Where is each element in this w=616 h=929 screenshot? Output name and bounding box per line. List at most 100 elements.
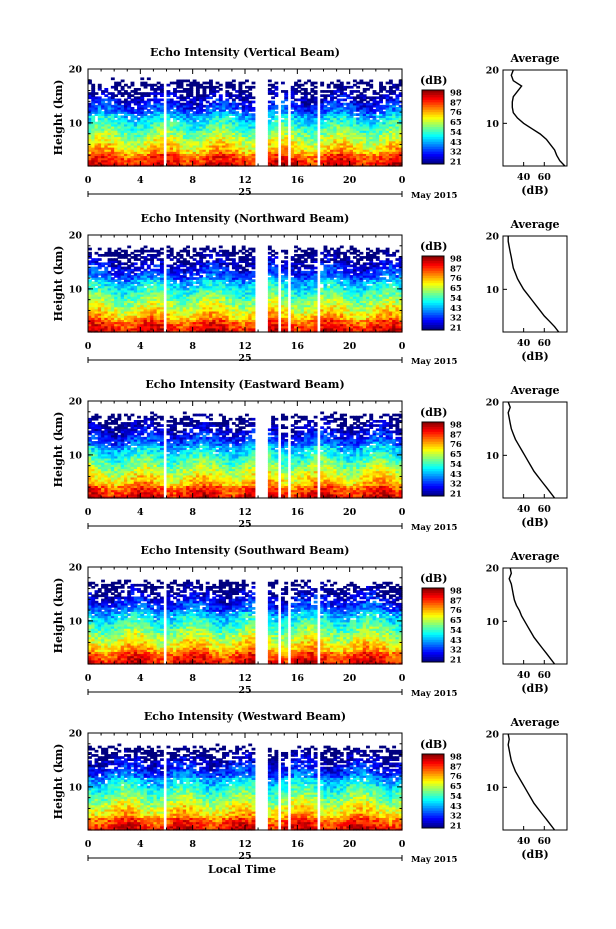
heatmap-cell xyxy=(212,134,217,138)
heatmap-cell xyxy=(313,113,318,116)
heatmap-cell xyxy=(382,147,387,150)
heatmap-cell xyxy=(346,96,351,100)
heatmap-cell xyxy=(235,123,240,127)
heatmap-cell xyxy=(209,85,213,89)
heatmap-cell xyxy=(300,117,305,121)
heatmap-cell xyxy=(91,85,96,89)
heatmap-cell xyxy=(97,163,102,167)
heatmap-cell xyxy=(215,102,220,106)
heatmap-cell xyxy=(94,104,99,108)
heatmap-cell xyxy=(222,163,226,167)
heatmap-cell xyxy=(235,149,240,152)
heatmap-cell xyxy=(330,159,334,163)
heatmap-cell xyxy=(372,153,377,157)
heatmap-cell xyxy=(333,113,338,116)
heatmap-cell xyxy=(186,113,190,116)
heatmap-cell xyxy=(356,161,361,165)
heatmap-cell xyxy=(362,117,367,121)
heatmap-cell xyxy=(352,153,357,157)
heatmap-cell xyxy=(192,136,197,140)
heatmap-cell xyxy=(356,138,361,142)
heatmap-cell xyxy=(195,98,200,102)
heatmap-cell xyxy=(241,159,246,163)
heatmap-cell xyxy=(192,81,197,85)
heatmap-cell xyxy=(280,90,285,93)
heatmap-cell xyxy=(169,142,174,146)
heatmap-cell xyxy=(212,109,217,112)
heatmap-cell xyxy=(245,85,249,89)
heatmap-cell xyxy=(130,159,135,163)
heatmap-cell xyxy=(280,161,285,165)
heatmap-cell xyxy=(166,115,171,119)
heatmap-cell xyxy=(133,136,138,140)
heatmap-cell xyxy=(320,109,325,112)
heatmap-cell xyxy=(133,130,138,133)
heatmap-cell xyxy=(137,163,141,167)
heatmap-cell xyxy=(166,113,171,116)
heatmap-cell xyxy=(251,134,256,138)
heatmap-cell xyxy=(195,147,200,150)
heatmap-cell xyxy=(267,83,272,87)
heatmap-cell xyxy=(388,123,393,127)
heatmap-cell xyxy=(388,121,393,125)
heatmap-cell xyxy=(297,109,302,112)
heatmap-cell xyxy=(310,125,315,129)
heatmap-cell xyxy=(248,138,253,142)
heatmap-cell xyxy=(385,117,390,121)
heatmap-cell xyxy=(330,157,334,161)
heatmap-cell xyxy=(343,106,347,110)
heatmap-cell xyxy=(186,149,190,152)
heatmap-cell xyxy=(290,106,295,110)
heatmap-cell xyxy=(388,151,393,154)
heatmap-cell xyxy=(143,130,148,133)
heatmap-cell xyxy=(123,113,128,116)
heatmap-cell xyxy=(346,134,351,138)
heatmap-cell xyxy=(117,104,122,108)
heatmap-cell xyxy=(173,147,177,150)
heatmap-cell xyxy=(336,123,341,127)
heatmap-cell xyxy=(133,138,138,142)
heatmap-cell xyxy=(248,102,253,106)
x-tick-label: 0 xyxy=(85,175,92,186)
heatmap-cell xyxy=(205,117,210,121)
heatmap-cell xyxy=(375,149,380,152)
heatmap-cell xyxy=(271,132,276,135)
heatmap-cell xyxy=(94,155,99,159)
heatmap-cell xyxy=(392,104,397,108)
heatmap-cell xyxy=(382,151,387,154)
heatmap-cell xyxy=(225,111,230,114)
heatmap-cell xyxy=(123,83,128,87)
heatmap-cell xyxy=(274,117,279,121)
heatmap-cell xyxy=(130,140,135,144)
heatmap-cell xyxy=(323,155,328,159)
heatmap-cell xyxy=(127,128,132,131)
heatmap-cell xyxy=(137,119,141,123)
heatmap-cell xyxy=(195,102,200,106)
heatmap-cell xyxy=(310,163,315,167)
heatmap-cell xyxy=(349,159,354,163)
heatmap-cell xyxy=(320,159,325,163)
heatmap-cell xyxy=(186,130,190,133)
heatmap-cell xyxy=(110,113,115,116)
heatmap-cell xyxy=(356,121,361,125)
heatmap-cell xyxy=(91,90,96,93)
heatmap-cell xyxy=(104,163,109,167)
heatmap-cell xyxy=(231,94,236,98)
heatmap-cell xyxy=(290,113,295,116)
heatmap-cell xyxy=(222,100,226,104)
heatmap-cell xyxy=(284,147,289,150)
heatmap-cell xyxy=(326,149,331,152)
heatmap-cell xyxy=(146,163,151,167)
heatmap-cell xyxy=(359,155,364,159)
heatmap-cell xyxy=(307,149,312,152)
heatmap-cell xyxy=(323,123,328,127)
heatmap-cell xyxy=(251,256,256,259)
heatmap-cell xyxy=(320,144,325,148)
heatmap-cell xyxy=(300,136,305,140)
heatmap-cell xyxy=(392,147,397,150)
heatmap-cell xyxy=(362,123,367,127)
heatmap-cell xyxy=(120,161,125,165)
heatmap-cell xyxy=(297,159,302,163)
heatmap-cell xyxy=(156,102,161,106)
heatmap-cell xyxy=(310,87,315,91)
